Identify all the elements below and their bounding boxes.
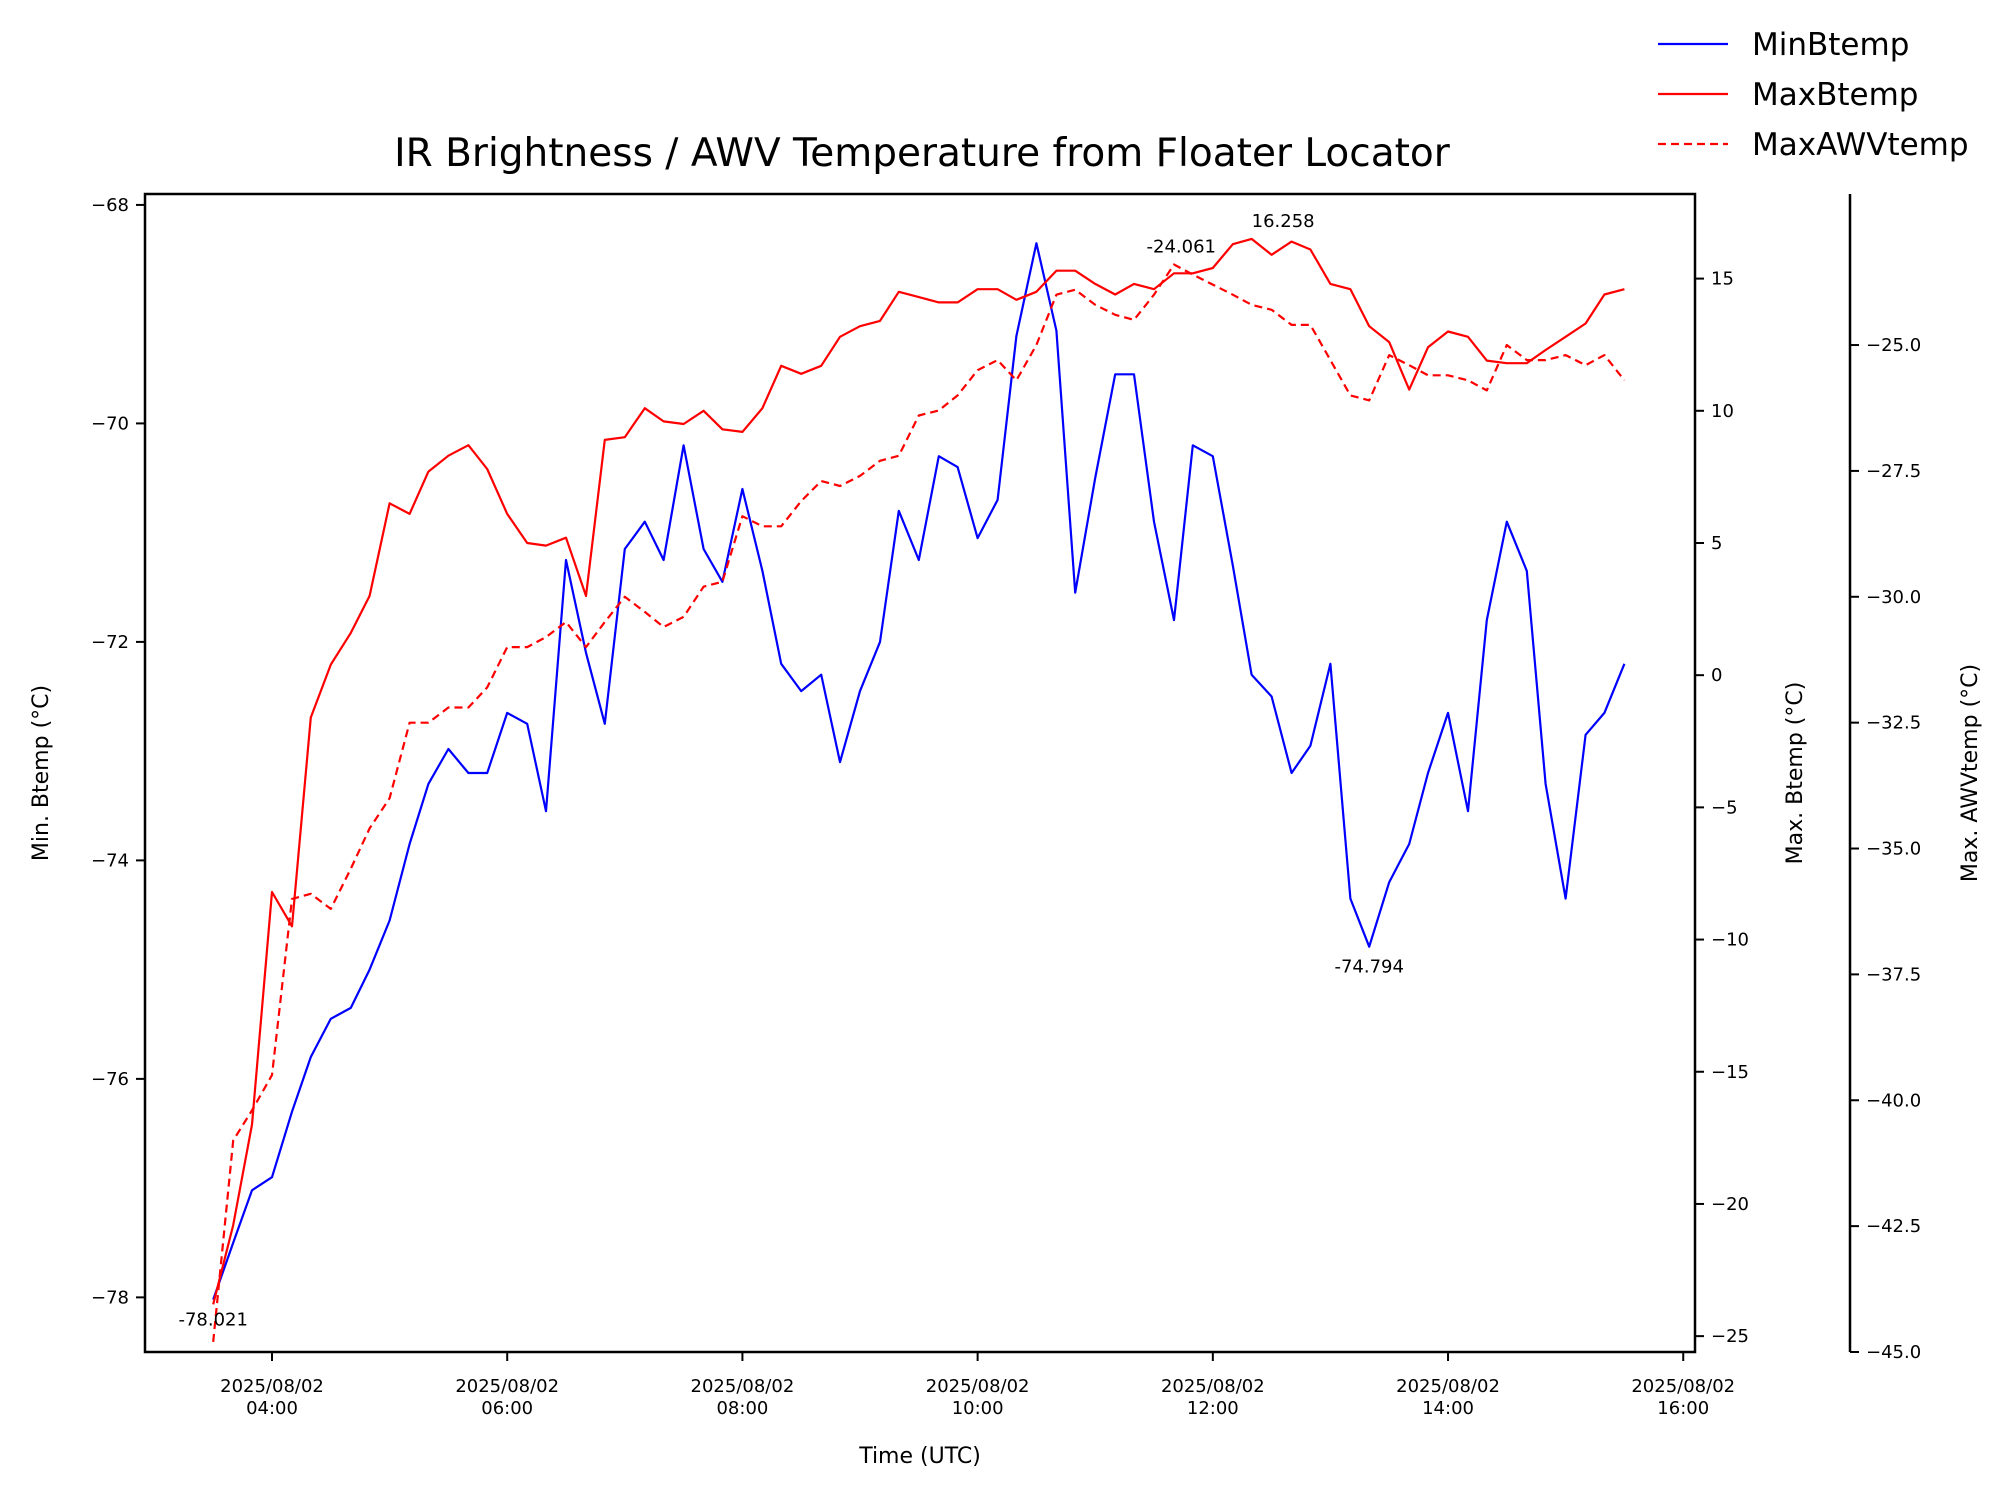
y-right2-tick-label: −45.0 [1866, 1342, 1921, 1363]
y-axis-left-label: Min. Btemp (°C) [29, 685, 54, 861]
y-left-tick-label: −68 [91, 195, 129, 216]
x-tick-label: 2025/08/02 [926, 1376, 1030, 1397]
y-left-tick-label: −76 [91, 1069, 129, 1090]
y-right-tick-label: −5 [1711, 797, 1738, 818]
y-right2-tick-label: −37.5 [1866, 964, 1921, 985]
series-line-minbtemp [212, 242, 1626, 1300]
y-axis-left: −78 −76 −74 −72 −70 −68 [91, 195, 145, 1308]
y-right-tick-label: −20 [1711, 1194, 1749, 1215]
y-right-tick-label: 0 [1711, 665, 1722, 686]
y-right2-tick-label: −35.0 [1866, 839, 1921, 860]
x-tick-label: 2025/08/02 [691, 1376, 795, 1397]
y-right-tick-label: −15 [1711, 1062, 1749, 1083]
x-tick-label: 14:00 [1422, 1398, 1474, 1419]
x-tick-label: 2025/08/02 [455, 1376, 559, 1397]
data-annotation: -24.061 [1147, 236, 1216, 257]
plot-frame [143, 192, 1697, 1354]
y-right-tick-label: 15 [1711, 269, 1734, 290]
series-layer [212, 237, 1626, 1343]
y-left-tick-label: −74 [91, 850, 129, 871]
x-tick-label: 16:00 [1657, 1398, 1709, 1419]
y-right-tick-label: −10 [1711, 930, 1749, 951]
y-right2-tick-label: −40.0 [1866, 1090, 1921, 1111]
legend: MinBtemp MaxBtemp MaxAWVtemp [1658, 27, 1969, 163]
y-right2-tick-label: −42.5 [1866, 1216, 1921, 1237]
y-right2-tick-label: −32.5 [1866, 713, 1921, 734]
x-tick-label: 12:00 [1187, 1398, 1239, 1419]
legend-label-minbtemp: MinBtemp [1752, 27, 1909, 63]
x-tick-label: 2025/08/02 [1631, 1376, 1735, 1397]
y-axis-right2-label: Max. AWVtemp (°C) [1958, 664, 1983, 882]
data-annotation: -74.794 [1334, 957, 1403, 978]
legend-label-maxbtemp: MaxBtemp [1752, 77, 1918, 113]
y-right2-tick-label: −30.0 [1866, 587, 1921, 608]
x-tick-label: 08:00 [716, 1398, 768, 1419]
data-annotation: -78.021 [178, 1310, 247, 1331]
y-right2-tick-label: −27.5 [1866, 461, 1921, 482]
y-left-tick-label: −70 [91, 413, 129, 434]
x-tick-label: 2025/08/02 [1396, 1376, 1500, 1397]
legend-label-maxawvtemp: MaxAWVtemp [1752, 127, 1969, 163]
y-right-tick-label: −25 [1711, 1326, 1749, 1347]
x-axis-label: Time (UTC) [858, 1444, 981, 1469]
x-tick-label: 10:00 [952, 1398, 1004, 1419]
chart-title: IR Brightness / AWV Temperature from Flo… [394, 131, 1451, 176]
x-tick-label: 2025/08/02 [220, 1376, 324, 1397]
x-tick-label: 2025/08/02 [1161, 1376, 1265, 1397]
y-right2-tick-label: −25.0 [1866, 335, 1921, 356]
series-line-maxbtemp [212, 237, 1625, 1305]
y-axis-right: −25 −20 −15 −10 −5 0 5 10 15 [1695, 269, 1749, 1347]
series-line-maxawvtemp [212, 263, 1626, 1343]
y-axis-right-label: Max. Btemp (°C) [1783, 682, 1808, 865]
y-left-tick-label: −72 [91, 632, 129, 653]
annotations: -78.021 -74.794 -24.061 16.258 [178, 211, 1404, 1331]
x-tick-label: 04:00 [246, 1398, 298, 1419]
plot-area [143, 192, 1697, 1354]
data-annotation: 16.258 [1252, 211, 1315, 232]
x-axis: 2025/08/0204:002025/08/0206:002025/08/02… [220, 1352, 1735, 1419]
y-right-tick-label: 5 [1711, 533, 1722, 554]
y-right-tick-label: 10 [1711, 401, 1734, 422]
y-left-tick-label: −78 [91, 1287, 129, 1308]
x-tick-label: 06:00 [481, 1398, 533, 1419]
y-axis-right2: −45.0 −42.5 −40.0 −37.5 −35.0 −32.5 −30.0 −27.5… [1848, 194, 1921, 1363]
